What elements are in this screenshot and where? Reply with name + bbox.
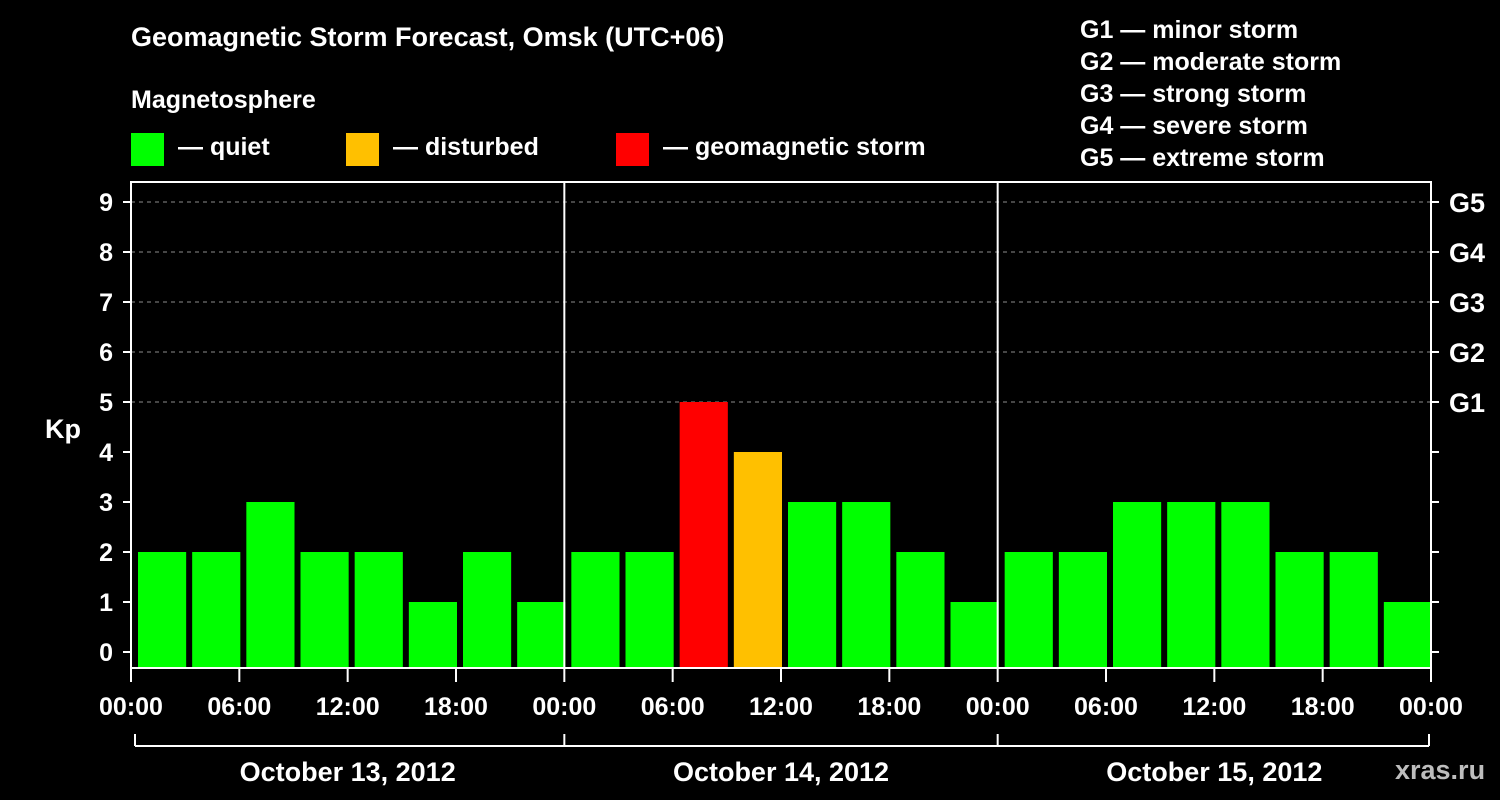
legend-swatch-quiet <box>131 133 164 166</box>
x-tick-label: 06:00 <box>1074 693 1138 721</box>
kp-bar <box>896 552 945 668</box>
g-scale-item: G5 — extreme storm <box>1080 144 1325 172</box>
kp-bar <box>517 602 566 668</box>
kp-bar <box>192 552 241 668</box>
day-label: October 15, 2012 <box>1106 757 1322 787</box>
day-label: October 14, 2012 <box>673 757 889 787</box>
x-tick-label: 12:00 <box>749 693 813 721</box>
g-scale-item: G1 — minor storm <box>1080 16 1299 44</box>
y-tick-label: 7 <box>99 289 113 317</box>
g-level-label: G4 <box>1449 238 1485 268</box>
axis-layer: 0 1 2 3 4 5 6 7 8 9 G1 G2 G3 G4 G5 00:00 06:00 12:00 18:00… <box>99 181 1485 787</box>
legend-swatch-disturbed <box>346 133 379 166</box>
kp-bar <box>1383 602 1432 668</box>
x-tick-label: 06:00 <box>641 693 705 721</box>
y-axis-label: Kp <box>45 414 81 444</box>
kp-bar <box>463 552 512 668</box>
kp-bar <box>300 552 349 668</box>
x-tick-label: 18:00 <box>424 693 488 721</box>
y-tick-label: 9 <box>99 189 113 217</box>
kp-bar <box>1275 552 1324 668</box>
y-tick-label: 4 <box>99 439 113 467</box>
chart-title: Geomagnetic Storm Forecast, Omsk (UTC+06… <box>131 22 725 52</box>
x-tick-label: 18:00 <box>857 693 921 721</box>
g-scale-legend: G1 — minor storm G2 — moderate storm G3 … <box>1080 14 1341 174</box>
x-tick-label: 12:00 <box>316 693 380 721</box>
kp-bar <box>1058 552 1107 668</box>
y-tick-label: 2 <box>99 539 113 567</box>
x-tick-label: 00:00 <box>532 693 596 721</box>
kp-bar <box>625 552 674 668</box>
x-tick-label: 00:00 <box>1399 693 1463 721</box>
kp-bar <box>571 552 620 668</box>
kp-bar <box>138 552 187 668</box>
day-label: October 13, 2012 <box>240 757 456 787</box>
kp-bar <box>842 502 891 668</box>
g-scale-item: G4 — severe storm <box>1080 112 1308 140</box>
x-tick-label: 00:00 <box>966 693 1030 721</box>
legend-label-storm: — geomagnetic storm <box>663 133 926 161</box>
y-tick-label: 0 <box>99 639 113 667</box>
x-tick-label: 18:00 <box>1291 693 1355 721</box>
kp-bar <box>1167 502 1216 668</box>
kp-bar <box>733 452 782 668</box>
kp-bar <box>408 602 457 668</box>
kp-bar <box>1113 502 1162 668</box>
x-tick-label: 12:00 <box>1182 693 1246 721</box>
y-tick-label: 1 <box>99 589 113 617</box>
watermark: xras.ru <box>1395 755 1486 785</box>
kp-bar <box>1221 502 1270 668</box>
kp-bar <box>1004 552 1053 668</box>
g-level-label: G3 <box>1449 288 1485 318</box>
g-scale-item: G2 — moderate storm <box>1080 48 1342 76</box>
magnetosphere-label: Magnetosphere <box>131 86 316 114</box>
g-level-label: G5 <box>1449 188 1485 218</box>
y-tick-label: 8 <box>99 239 113 267</box>
kp-bar <box>354 552 403 668</box>
legend-label-disturbed: — disturbed <box>393 133 539 161</box>
y-tick-label: 3 <box>99 489 113 517</box>
g-level-label: G2 <box>1449 338 1485 368</box>
kp-bar <box>950 602 999 668</box>
g-scale-item: G3 — strong storm <box>1080 80 1307 108</box>
x-tick-label: 06:00 <box>207 693 271 721</box>
kp-bar <box>1329 552 1378 668</box>
y-tick-label: 5 <box>99 389 113 417</box>
x-tick-label: 00:00 <box>99 693 163 721</box>
kp-bar <box>679 402 728 668</box>
legend-swatch-storm <box>616 133 649 166</box>
grid-layer <box>131 201 1431 403</box>
kp-bar <box>246 502 295 668</box>
y-tick-label: 6 <box>99 339 113 367</box>
legend-label-quiet: — quiet <box>178 133 270 161</box>
kp-bar <box>788 502 837 668</box>
g-level-label: G1 <box>1449 388 1485 418</box>
bar-layer <box>138 402 1432 668</box>
